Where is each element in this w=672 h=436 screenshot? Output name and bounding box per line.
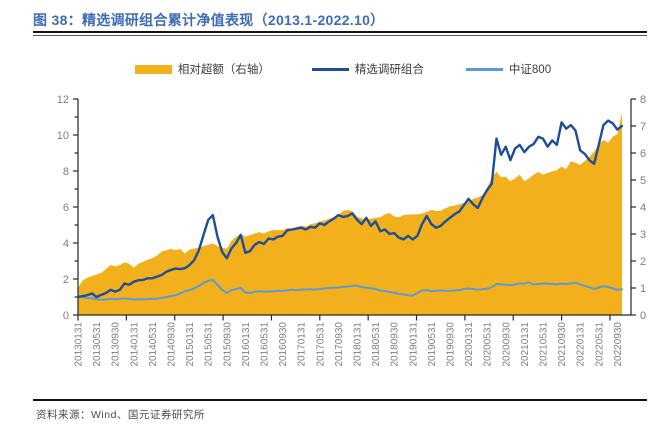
svg-text:5: 5 — [640, 175, 646, 187]
svg-text:20170131: 20170131 — [297, 322, 308, 367]
x-axis-labels: 20130131 20130531 20130930 20140131 20140531… — [74, 322, 624, 367]
svg-text:20190930: 20190930 — [445, 322, 456, 367]
svg-text:20160531: 20160531 — [259, 322, 270, 367]
svg-text:20180531: 20180531 — [371, 322, 382, 367]
svg-text:20160131: 20160131 — [241, 322, 252, 367]
svg-text:20130131: 20130131 — [74, 322, 85, 367]
svg-text:20220930: 20220930 — [613, 322, 624, 367]
svg-text:6: 6 — [63, 202, 69, 214]
svg-text:20170930: 20170930 — [334, 322, 345, 367]
svg-text:20200531: 20200531 — [483, 322, 494, 367]
svg-text:20210930: 20210930 — [557, 322, 568, 367]
svg-text:4: 4 — [63, 238, 69, 250]
legend-label-2: 中证800 — [508, 64, 552, 76]
svg-text:20130930: 20130930 — [111, 322, 122, 367]
svg-text:20180930: 20180930 — [390, 322, 401, 367]
title-divider — [33, 31, 647, 36]
legend-swatch-0 — [134, 64, 172, 74]
footer-divider — [33, 399, 647, 401]
legend-item-1: 精选调研组合 — [311, 61, 424, 77]
legend-swatch-2 — [465, 67, 503, 71]
legend-label-0: 相对超额（右轴） — [177, 64, 270, 76]
svg-text:20140930: 20140930 — [166, 322, 177, 367]
svg-text:8: 8 — [63, 166, 69, 178]
svg-text:1: 1 — [640, 283, 646, 295]
svg-text:3: 3 — [640, 229, 646, 241]
svg-text:7: 7 — [640, 121, 646, 133]
svg-text:20180131: 20180131 — [352, 322, 363, 367]
chart-legend: 相对超额（右轴） 精选调研组合 中证800 — [0, 61, 672, 77]
svg-text:20210531: 20210531 — [538, 322, 549, 367]
csi800-line-series — [77, 278, 623, 301]
svg-text:12: 12 — [57, 94, 69, 106]
svg-text:20190531: 20190531 — [427, 322, 438, 367]
svg-text:20210131: 20210131 — [520, 322, 531, 367]
svg-text:20140131: 20140131 — [129, 322, 140, 367]
legend-swatch-1 — [311, 67, 349, 71]
svg-text:0: 0 — [640, 310, 646, 322]
svg-text:20140531: 20140531 — [148, 322, 159, 367]
svg-text:20150531: 20150531 — [204, 322, 215, 367]
svg-text:8: 8 — [640, 94, 646, 106]
svg-text:20190131: 20190131 — [408, 322, 419, 367]
figure-title: 图 38：精选调研组合累计净值表现（2013.1-2022.10） — [33, 12, 385, 28]
svg-text:4: 4 — [640, 202, 646, 214]
portfolio-line-series — [76, 119, 624, 299]
axes — [73, 98, 636, 321]
svg-text:20130531: 20130531 — [92, 322, 103, 367]
svg-text:10: 10 — [57, 130, 69, 142]
legend-label-1: 精选调研组合 — [354, 64, 424, 76]
svg-text:0: 0 — [63, 310, 69, 322]
svg-text:2: 2 — [63, 274, 69, 286]
svg-text:20150930: 20150930 — [222, 322, 233, 367]
legend-item-0: 相对超额（右轴） — [134, 61, 270, 77]
svg-text:20160930: 20160930 — [278, 322, 289, 367]
svg-text:20200930: 20200930 — [501, 322, 512, 367]
svg-text:2: 2 — [640, 256, 646, 268]
svg-text:20220531: 20220531 — [594, 322, 605, 367]
svg-text:20220131: 20220131 — [576, 322, 587, 367]
svg-text:20200131: 20200131 — [464, 322, 475, 367]
source-note: 资料来源：Wind、国元证券研究所 — [36, 409, 205, 421]
legend-item-2: 中证800 — [465, 61, 552, 77]
svg-text:20150131: 20150131 — [185, 322, 196, 367]
svg-text:6: 6 — [640, 148, 646, 160]
svg-text:20170531: 20170531 — [315, 322, 326, 367]
